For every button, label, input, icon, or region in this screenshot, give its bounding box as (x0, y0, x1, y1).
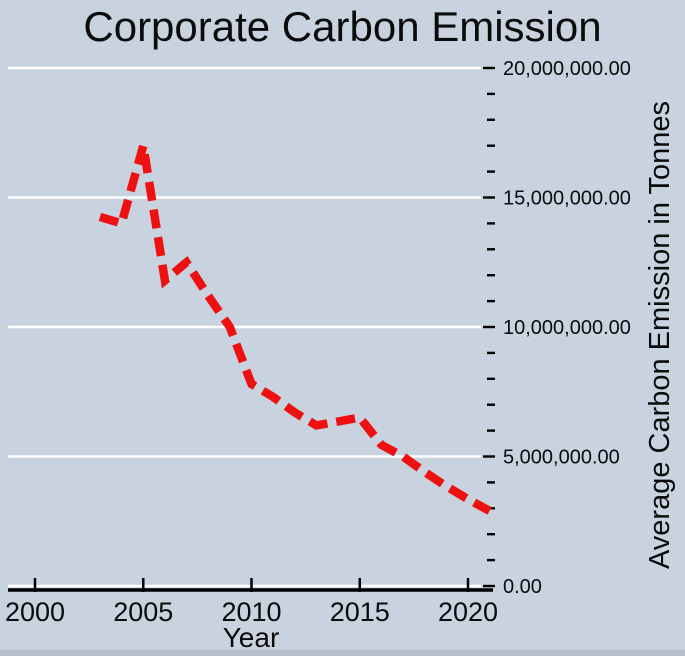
y-axis-label: Average Carbon Emission in Tonnes (644, 100, 676, 570)
x-tick-label: 2020 (438, 597, 498, 627)
y-tick-label: 5,000,000.00 (503, 447, 620, 469)
emission-line-series (98, 144, 492, 515)
y-tick-label: 0.00 (503, 576, 542, 598)
window-edge-strip (0, 650, 685, 656)
y-tick-label: 20,000,000.00 (503, 58, 631, 80)
x-tick-label: 2010 (221, 597, 281, 627)
y-tick-label: 15,000,000.00 (503, 188, 631, 210)
chart-title: Corporate Carbon Emission (83, 3, 602, 50)
y-tick-label: 10,000,000.00 (503, 317, 631, 339)
x-tick-label: 2005 (113, 597, 173, 627)
x-tick-label: 2015 (330, 597, 390, 627)
x-axis-label: Year (222, 622, 280, 653)
x-tick-label: 2000 (5, 597, 65, 627)
